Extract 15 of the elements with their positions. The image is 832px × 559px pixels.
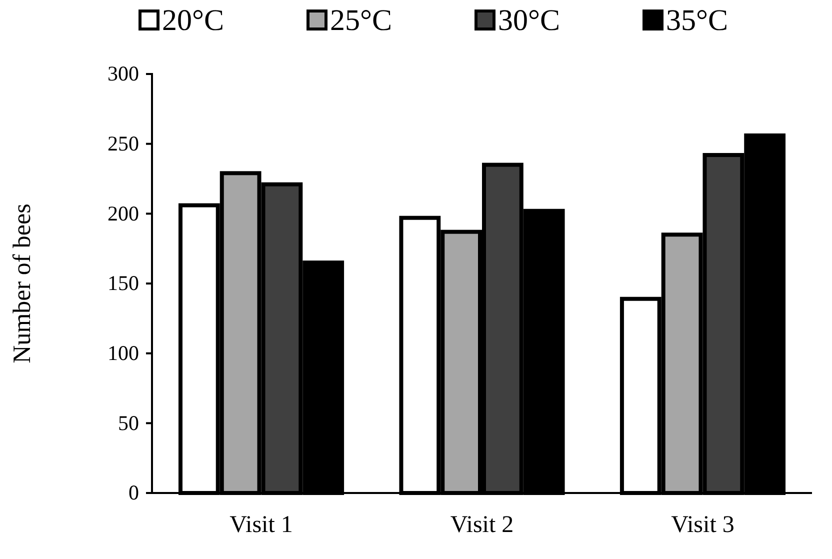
legend-label: 25°C	[330, 4, 392, 37]
y-tick-label: 100	[108, 341, 139, 366]
y-axis-title: Number of bees	[9, 204, 36, 364]
x-tick-label: Visit 2	[450, 512, 514, 538]
x-tick-label: Visit 1	[230, 512, 293, 538]
legend-label: 20°C	[162, 4, 224, 37]
legend-label: 35°C	[666, 4, 728, 37]
x-tick-label: Visit 3	[671, 512, 734, 538]
y-tick-label: 250	[108, 132, 139, 156]
y-tick-label: 150	[108, 271, 139, 296]
y-tick-label: 50	[118, 410, 139, 435]
y-tick-label: 0	[128, 480, 139, 505]
y-tick-label: 300	[108, 62, 139, 86]
y-tick-label: 200	[108, 201, 139, 226]
legend-label: 30°C	[498, 4, 560, 37]
